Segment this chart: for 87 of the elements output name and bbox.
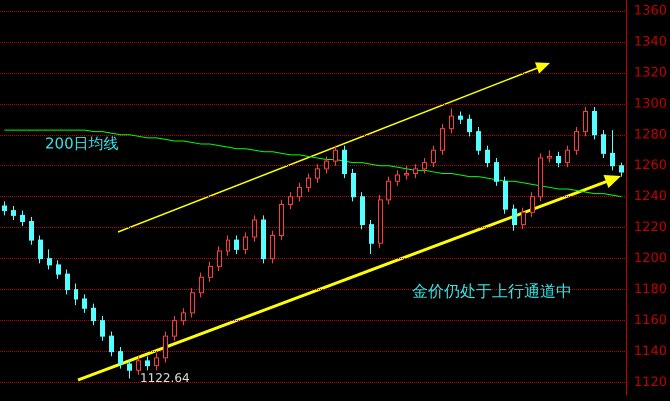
y-tick-label: 1160 <box>634 313 668 328</box>
candlestick <box>494 158 499 186</box>
y-tick-label: 1260 <box>634 158 668 174</box>
candlestick <box>65 269 70 295</box>
candlestick <box>145 356 150 371</box>
y-tick-label: 1180 <box>634 282 668 298</box>
candlestick <box>252 214 257 242</box>
line-series <box>4 130 622 198</box>
candlestick <box>485 145 490 168</box>
candlestick <box>431 145 436 168</box>
candlestick <box>556 151 561 168</box>
candlestick <box>530 192 535 218</box>
y-tick-label: 1320 <box>634 65 668 80</box>
candlestick <box>208 261 213 282</box>
candlestick <box>440 123 445 156</box>
candlestick <box>404 165 409 180</box>
candlestick <box>20 210 25 227</box>
candlestick <box>234 234 239 255</box>
candlestick <box>601 130 606 158</box>
candlestick <box>91 303 96 326</box>
annotation: 1122.64 <box>140 371 190 385</box>
candlestick <box>583 106 588 137</box>
candlestick <box>333 145 338 166</box>
candlestick <box>29 216 34 246</box>
candlestick <box>2 200 7 216</box>
candlestick <box>574 126 579 156</box>
candlestick <box>279 199 284 241</box>
candlestick <box>315 164 320 184</box>
candlestick <box>199 272 204 298</box>
candlestick <box>288 192 293 210</box>
y-tick-label: 1280 <box>634 127 668 142</box>
candlestick <box>458 111 463 124</box>
y-tick-label: 1300 <box>634 96 668 112</box>
candlestick <box>521 207 526 230</box>
candlestick <box>127 358 132 380</box>
candlestick <box>467 114 472 137</box>
y-tick-label: 1200 <box>634 251 668 266</box>
y-tick-label: 1340 <box>634 34 668 50</box>
candlestick <box>306 172 311 193</box>
candlestick <box>118 346 123 370</box>
candlestick <box>395 170 400 186</box>
candlestick <box>378 194 383 248</box>
candlestick <box>386 176 391 205</box>
candlestick <box>217 246 222 272</box>
y-tick-label: 1360 <box>634 3 668 18</box>
candlestick <box>270 230 275 264</box>
candlestick <box>413 164 418 179</box>
candlestick <box>324 156 329 174</box>
candlestick <box>56 260 61 280</box>
candlestick <box>369 219 374 255</box>
series-label: 200日均线 <box>45 134 119 153</box>
candlestick <box>11 206 16 220</box>
candlestick <box>422 158 427 174</box>
candlestick <box>360 192 365 230</box>
candlestick <box>100 316 105 342</box>
candlestick <box>172 316 177 342</box>
candlestick <box>226 234 230 256</box>
candlestick <box>297 182 302 202</box>
candlestick <box>342 145 347 179</box>
candlestick <box>503 176 508 214</box>
candlestick <box>181 308 186 326</box>
candlestick <box>82 294 87 314</box>
y-tick-label: 1240 <box>634 189 668 204</box>
y-tick-label: 1120 <box>634 375 668 390</box>
candlestick <box>154 352 159 371</box>
candlestick <box>47 248 52 270</box>
candlestick <box>136 356 141 376</box>
y-tick-label: 1220 <box>634 220 668 236</box>
candlestick <box>190 288 195 318</box>
candlestick <box>592 106 597 140</box>
annotation: 金价仍处于上行通道中 <box>412 282 572 300</box>
candlestick <box>565 145 570 168</box>
candlestick <box>261 214 266 264</box>
candlestick <box>74 282 78 306</box>
candlestick <box>38 234 43 264</box>
candlestick <box>610 130 615 171</box>
candlestick <box>109 330 114 357</box>
candlestick <box>547 150 552 164</box>
candlestick <box>619 162 624 178</box>
candlestick <box>538 152 543 202</box>
candlestick <box>243 232 248 255</box>
candlestick <box>512 204 517 232</box>
y-tick-label: 1140 <box>634 344 668 360</box>
candlestick <box>351 168 356 202</box>
candlestick <box>449 108 454 134</box>
candlestick <box>163 330 168 363</box>
candlestick <box>476 126 481 156</box>
